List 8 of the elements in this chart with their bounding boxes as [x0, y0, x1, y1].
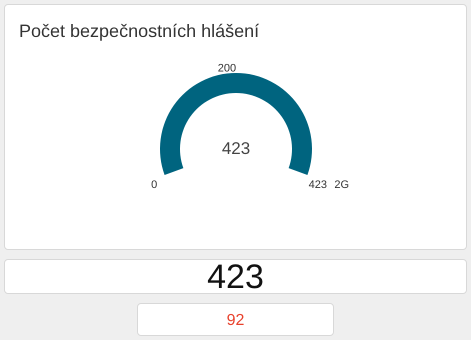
text: 2G — [334, 178, 350, 191]
text: 0 — [151, 178, 158, 191]
text: 92 — [137, 303, 334, 336]
chart-title: Počet bezpečnostních hlášení — [19, 21, 260, 41]
data-label: 423 — [222, 139, 250, 158]
text: 423 — [4, 258, 467, 296]
text: 423 — [308, 178, 327, 191]
text: 200 — [218, 62, 236, 74]
